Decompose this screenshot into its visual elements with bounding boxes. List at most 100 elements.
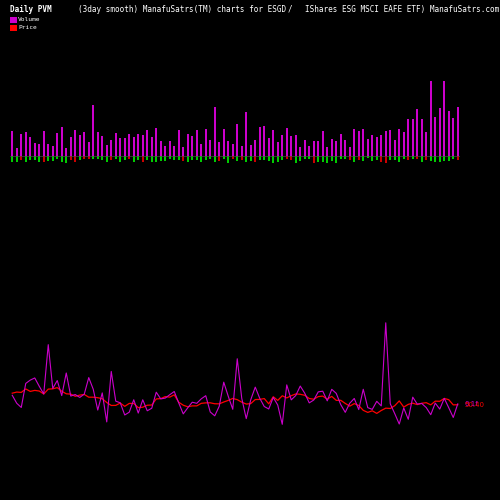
Bar bbox=[34, 143, 36, 156]
Bar bbox=[240, 146, 243, 156]
Bar bbox=[24, 156, 27, 162]
Bar bbox=[322, 156, 324, 162]
Bar bbox=[132, 136, 135, 156]
Bar bbox=[452, 118, 454, 156]
Bar bbox=[114, 133, 117, 156]
Text: Volume: Volume bbox=[18, 17, 40, 22]
Bar bbox=[173, 146, 176, 156]
Bar bbox=[263, 126, 266, 156]
Bar bbox=[430, 82, 432, 156]
Bar bbox=[308, 156, 310, 158]
Bar bbox=[160, 156, 162, 161]
Bar bbox=[443, 156, 446, 161]
Bar bbox=[191, 136, 194, 156]
Bar bbox=[16, 156, 18, 162]
Bar bbox=[330, 156, 333, 161]
Bar bbox=[308, 146, 310, 156]
Bar bbox=[168, 142, 171, 156]
Text: 50.40: 50.40 bbox=[464, 402, 484, 407]
Bar bbox=[272, 130, 274, 156]
Bar bbox=[173, 156, 176, 160]
Bar bbox=[362, 128, 364, 156]
Bar bbox=[204, 156, 207, 160]
Bar bbox=[304, 156, 306, 160]
Bar bbox=[412, 119, 414, 156]
Bar bbox=[276, 142, 279, 156]
Bar bbox=[178, 156, 180, 160]
Bar bbox=[232, 156, 234, 160]
Bar bbox=[299, 156, 302, 162]
Bar bbox=[20, 134, 22, 156]
Bar bbox=[236, 124, 238, 156]
Bar bbox=[412, 156, 414, 159]
Bar bbox=[191, 156, 194, 160]
Bar bbox=[358, 156, 360, 160]
Bar bbox=[110, 140, 112, 156]
Bar bbox=[20, 156, 22, 160]
Bar bbox=[281, 135, 283, 156]
Bar bbox=[186, 134, 189, 156]
Bar bbox=[384, 156, 387, 162]
Bar bbox=[348, 156, 351, 160]
Bar bbox=[88, 156, 90, 158]
Bar bbox=[124, 156, 126, 160]
Bar bbox=[389, 156, 392, 160]
Bar bbox=[83, 132, 86, 156]
Bar bbox=[96, 156, 99, 159]
Bar bbox=[124, 138, 126, 156]
Bar bbox=[56, 156, 58, 160]
Bar bbox=[92, 156, 94, 160]
Bar bbox=[312, 142, 315, 156]
Bar bbox=[376, 156, 378, 160]
Bar bbox=[52, 146, 54, 156]
Bar bbox=[29, 137, 32, 156]
Bar bbox=[268, 138, 270, 156]
Bar bbox=[290, 136, 292, 156]
Bar bbox=[376, 136, 378, 156]
Bar bbox=[142, 156, 144, 162]
Bar bbox=[214, 106, 216, 156]
Bar bbox=[78, 156, 81, 160]
Bar bbox=[88, 142, 90, 156]
Bar bbox=[222, 156, 225, 158]
Bar bbox=[119, 138, 122, 156]
Text: 0.1f: 0.1f bbox=[464, 401, 478, 407]
Bar bbox=[294, 135, 297, 156]
Bar bbox=[420, 120, 423, 156]
Bar bbox=[204, 129, 207, 156]
Bar bbox=[394, 140, 396, 156]
Bar bbox=[110, 156, 112, 160]
Bar bbox=[186, 156, 189, 162]
Bar bbox=[425, 156, 428, 160]
Bar bbox=[398, 130, 400, 156]
Bar bbox=[168, 156, 171, 159]
Bar bbox=[322, 131, 324, 156]
Bar bbox=[200, 144, 202, 156]
Bar bbox=[371, 134, 374, 156]
Bar bbox=[29, 156, 32, 160]
Bar bbox=[290, 156, 292, 160]
Bar bbox=[245, 112, 248, 156]
Bar bbox=[47, 156, 50, 160]
Bar bbox=[294, 156, 297, 162]
Bar bbox=[101, 156, 103, 160]
Bar bbox=[317, 156, 320, 162]
Bar bbox=[434, 116, 436, 156]
Bar bbox=[286, 156, 288, 159]
Bar bbox=[448, 156, 450, 162]
Bar bbox=[304, 140, 306, 156]
Bar bbox=[402, 156, 405, 158]
Bar bbox=[218, 156, 220, 161]
Bar bbox=[70, 156, 72, 160]
Bar bbox=[65, 156, 68, 162]
Bar bbox=[335, 156, 338, 162]
Bar bbox=[16, 148, 18, 156]
Bar bbox=[70, 137, 72, 156]
Bar bbox=[11, 131, 14, 156]
Bar bbox=[353, 128, 356, 156]
Bar bbox=[340, 134, 342, 156]
Bar bbox=[218, 142, 220, 156]
Bar bbox=[250, 144, 252, 156]
Bar bbox=[119, 156, 122, 162]
Bar bbox=[389, 130, 392, 156]
